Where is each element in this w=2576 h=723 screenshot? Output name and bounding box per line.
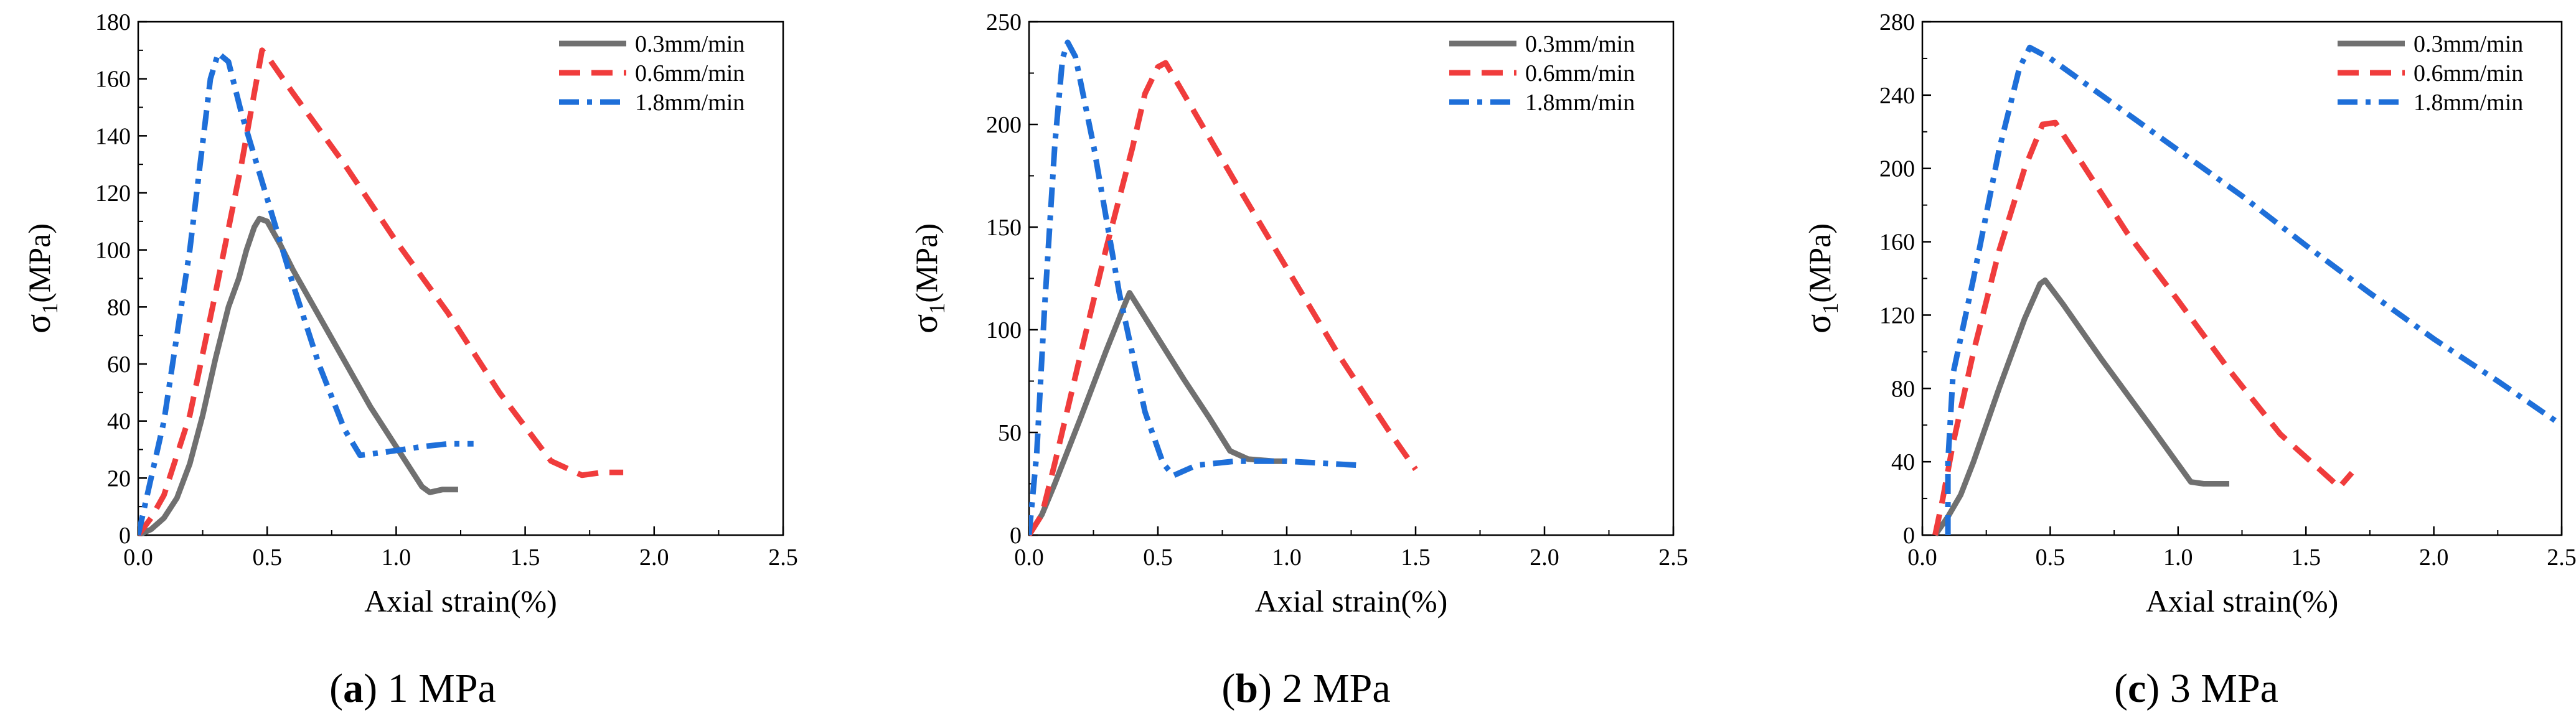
series-line-0-6mmmin: [1029, 60, 1418, 536]
y-axis-subscript: 1: [924, 303, 949, 314]
y-axis-title: σ1(MPa): [905, 223, 949, 334]
y-tick-label: 80: [107, 294, 131, 320]
x-tick-label: 2.0: [2419, 544, 2449, 571]
x-tick-label: 0.5: [2036, 544, 2066, 571]
y-tick-label: 280: [1879, 9, 1915, 35]
y-axis-unit: (MPa): [22, 223, 57, 303]
y-tick-label: 120: [95, 180, 131, 207]
series-line-0-6mmmin: [138, 47, 624, 536]
x-axis-title: Axial strain(%): [1255, 584, 1448, 618]
y-tick-label: 60: [107, 352, 131, 378]
y-tick-label: 240: [1879, 83, 1915, 109]
y-axis-symbol: σ: [905, 314, 945, 334]
panel-caption: (c) 3 MPa: [2114, 666, 2278, 711]
y-tick-label: 160: [1879, 230, 1915, 256]
x-tick-label: 0.0: [1907, 544, 1937, 571]
y-tick-label: 50: [998, 420, 1022, 446]
caption-letter: c: [2128, 666, 2146, 711]
legend-label: 0.3mm/min: [2414, 31, 2523, 57]
legend-label: 0.6mm/min: [2414, 60, 2523, 86]
x-tick-label: 1.0: [1272, 544, 1302, 571]
series-line-0-3mmmin: [138, 215, 458, 536]
chart-panel-c: 0.0 0.5 1.0 1.5 2.0 2.5 0 40 80 120 160 200 240 280 Ax…: [1798, 9, 2576, 711]
legend-label: 0.6mm/min: [635, 60, 745, 86]
caption-text: 2 MPa: [1282, 666, 1391, 711]
legend-label: 1.8mm/min: [2414, 90, 2523, 116]
legend: 0.3mm/min 0.6mm/min 1.8mm/min: [2338, 31, 2523, 116]
series-line-1-8mmmin: [138, 50, 474, 536]
x-tick-label: 1.0: [382, 544, 411, 571]
series-line-0-3mmmin: [1029, 290, 1287, 536]
caption-text: 1 MPa: [388, 666, 496, 711]
x-tick-label: 1.5: [2291, 544, 2321, 571]
y-tick-label: 20: [107, 465, 131, 492]
panel-caption: (b) 2 MPa: [1221, 666, 1390, 711]
y-axis-symbol: σ: [1798, 314, 1838, 334]
legend-label: 0.3mm/min: [1525, 31, 1635, 57]
chart-panel-b: 0.0 0.5 1.0 1.5 2.0 2.5 0 50 100 150 200 250 Axial s…: [905, 9, 1688, 711]
y-axis-subscript: 1: [1818, 303, 1843, 314]
caption-letter: a: [343, 666, 364, 711]
y-tick-label: 0: [1010, 523, 1022, 549]
legend-label: 0.6mm/min: [1525, 60, 1635, 86]
x-tick-label: 0.0: [123, 544, 153, 571]
y-tick-label: 100: [95, 238, 131, 264]
x-tick-label: 1.0: [2163, 544, 2193, 571]
y-tick-label: 80: [1891, 376, 1915, 402]
legend-label: 0.3mm/min: [635, 31, 745, 57]
legend: 0.3mm/min 0.6mm/min 1.8mm/min: [559, 31, 745, 116]
y-tick-label: 200: [1879, 156, 1915, 182]
x-tick-label: 1.5: [510, 544, 540, 571]
y-tick-label: 40: [1891, 449, 1915, 475]
y-tick-label: 0: [1903, 523, 1915, 549]
y-axis-unit: (MPa): [1802, 223, 1837, 303]
y-tick-label: 140: [95, 123, 131, 149]
y-axis-symbol: σ: [17, 314, 58, 334]
x-axis-title: Axial strain(%): [364, 584, 557, 618]
caption-letter: b: [1235, 666, 1258, 711]
y-tick-label: 180: [95, 9, 131, 35]
x-tick-label: 0.5: [252, 544, 282, 571]
x-tick-label: 2.5: [2547, 544, 2576, 571]
y-tick-label: 40: [107, 409, 131, 435]
legend-label: 1.8mm/min: [635, 90, 745, 116]
series-line-0-3mmmin: [1932, 277, 2229, 536]
y-axis-unit: (MPa): [909, 223, 944, 303]
x-tick-label: 2.0: [639, 544, 669, 571]
legend: 0.3mm/min 0.6mm/min 1.8mm/min: [1449, 31, 1635, 116]
x-axis-title: Axial strain(%): [2146, 584, 2339, 618]
y-tick-label: 200: [986, 112, 1022, 138]
x-tick-label: 2.5: [1658, 544, 1688, 571]
caption-text: 3 MPa: [2170, 666, 2278, 711]
y-axis-title: σ1(MPa): [17, 223, 62, 334]
y-tick-label: 120: [1879, 302, 1915, 329]
x-tick-label: 1.5: [1401, 544, 1431, 571]
chart-panel-a: 0.0 0.5 1.0 1.5 2.0 2.5 0 20 40 60 80 100 120 140 160 1…: [17, 9, 798, 711]
x-tick-label: 2.0: [1530, 544, 1559, 571]
y-tick-label: 100: [986, 317, 1022, 343]
x-tick-label: 0.5: [1143, 544, 1173, 571]
legend-label: 1.8mm/min: [1525, 90, 1635, 116]
series-line-0-6mmmin: [1932, 119, 2354, 536]
series-line-1-8mmmin: [1945, 44, 2562, 535]
y-tick-label: 250: [986, 9, 1022, 35]
y-tick-label: 150: [986, 215, 1022, 241]
y-axis-subscript: 1: [37, 303, 62, 314]
panel-caption: (a) 1 MPa: [329, 666, 496, 711]
x-tick-label: 0.0: [1014, 544, 1044, 571]
y-axis-title: σ1(MPa): [1798, 223, 1843, 334]
y-tick-label: 0: [119, 523, 131, 549]
series-line-1-8mmmin: [1029, 39, 1360, 536]
y-tick-label: 160: [95, 67, 131, 93]
x-tick-label: 2.5: [768, 544, 798, 571]
